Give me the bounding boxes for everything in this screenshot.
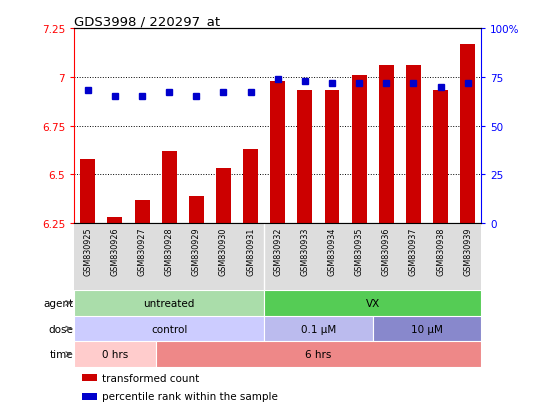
Bar [216, 169, 231, 223]
Bar [351, 76, 367, 223]
Text: GSM830927: GSM830927 [138, 227, 147, 275]
Text: agent: agent [43, 298, 74, 308]
Bar [74, 342, 156, 367]
Text: GSM830938: GSM830938 [436, 227, 445, 275]
Text: GSM830926: GSM830926 [111, 227, 119, 275]
Bar [264, 290, 481, 316]
Bar [135, 200, 150, 223]
Text: untreated: untreated [144, 298, 195, 308]
Text: time: time [50, 349, 74, 359]
Text: GSM830934: GSM830934 [327, 227, 337, 275]
Bar [298, 91, 312, 223]
Bar [74, 316, 264, 342]
Bar [270, 81, 285, 223]
Text: GSM830937: GSM830937 [409, 227, 418, 275]
Bar [82, 374, 97, 381]
Text: control: control [151, 324, 188, 334]
Bar [162, 152, 177, 223]
Text: GSM830928: GSM830928 [164, 227, 174, 275]
Text: transformed count: transformed count [102, 373, 199, 382]
Text: 10 μM: 10 μM [411, 324, 443, 334]
Bar [82, 393, 97, 400]
Text: GSM830935: GSM830935 [355, 227, 364, 275]
Bar [156, 342, 481, 367]
Text: GSM830939: GSM830939 [463, 227, 472, 275]
Bar [324, 91, 339, 223]
Bar [74, 290, 264, 316]
Text: GSM830925: GSM830925 [83, 227, 92, 275]
Bar [243, 150, 258, 223]
Bar [433, 91, 448, 223]
Text: 0 hrs: 0 hrs [102, 349, 128, 359]
Text: VX: VX [366, 298, 380, 308]
Text: percentile rank within the sample: percentile rank within the sample [102, 392, 278, 401]
Text: dose: dose [49, 324, 74, 334]
Bar [379, 66, 394, 223]
Text: GSM830932: GSM830932 [273, 227, 282, 275]
Text: GSM830929: GSM830929 [192, 227, 201, 275]
Bar [189, 196, 204, 223]
Text: 6 hrs: 6 hrs [305, 349, 332, 359]
Bar [107, 218, 123, 223]
Bar [264, 316, 373, 342]
Bar [80, 159, 95, 223]
Text: GSM830930: GSM830930 [219, 227, 228, 275]
Text: GSM830933: GSM830933 [300, 227, 310, 275]
Text: GDS3998 / 220297_at: GDS3998 / 220297_at [74, 15, 221, 28]
Bar [460, 45, 475, 223]
Text: 0.1 μM: 0.1 μM [301, 324, 336, 334]
Text: GSM830936: GSM830936 [382, 227, 391, 275]
Bar [406, 66, 421, 223]
Text: GSM830931: GSM830931 [246, 227, 255, 275]
Bar [373, 316, 481, 342]
